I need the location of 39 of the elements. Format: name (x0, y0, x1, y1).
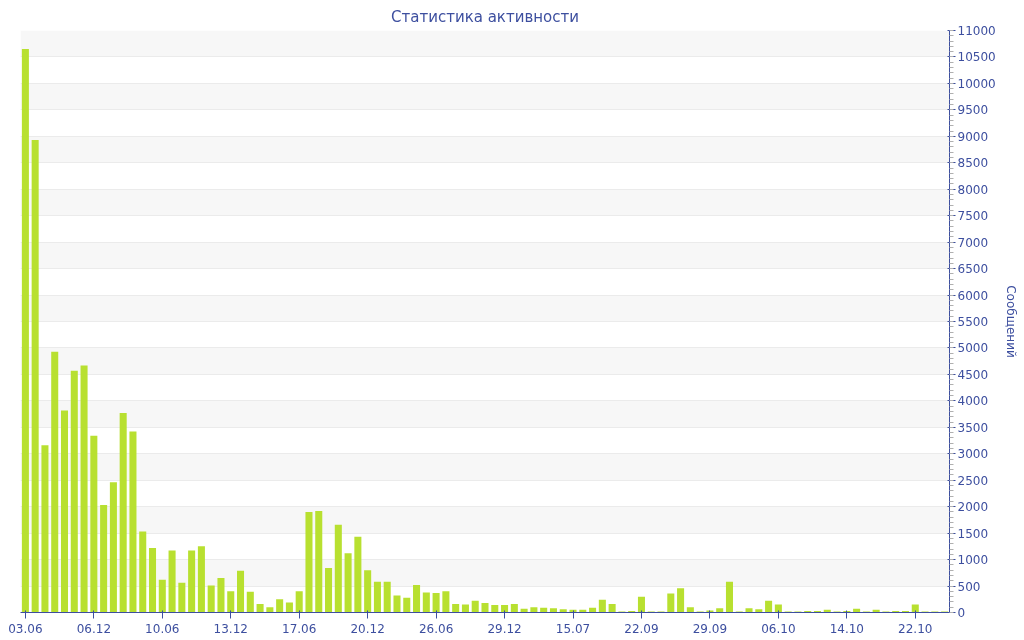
x-tick-label: 10.06 (145, 621, 180, 636)
y-tick-label: 4500 (957, 367, 989, 382)
x-tick-label: 06.12 (76, 621, 112, 636)
x-tick-label: 26.06 (418, 621, 454, 636)
y-tick-label: 6000 (957, 288, 989, 303)
y-tick-label: 7500 (957, 209, 989, 224)
y-tick-label: 500 (957, 579, 981, 594)
x-tick-label: 29.12 (487, 621, 522, 636)
y-tick-label: 5000 (957, 341, 989, 356)
x-tick-label: 06.10 (761, 621, 796, 636)
x-tick-label: 22.10 (898, 621, 933, 636)
y-tick-label: 10000 (957, 76, 996, 91)
y-tick-label: 2500 (957, 473, 989, 488)
x-tick-label: 13.12 (213, 621, 248, 636)
y-tick-label: 1000 (957, 553, 989, 568)
chart-title: Статистика активности (391, 7, 579, 26)
x-tick-label: 15.07 (555, 621, 591, 636)
y-tick-label: 6500 (957, 262, 989, 277)
y-tick-label: 3000 (957, 447, 989, 462)
x-tick-label: 22.09 (624, 621, 659, 636)
y-tick-label: 0 (957, 606, 966, 620)
y-tick-label: 10500 (957, 50, 996, 65)
y-tick-label: 11000 (957, 24, 996, 38)
y-tick-label: 9000 (957, 129, 989, 144)
y-tick-label: 2000 (957, 500, 989, 515)
y-tick-label: 8000 (957, 182, 989, 197)
x-tick-label: 03.06 (8, 621, 43, 636)
y-tick-label: 8500 (957, 156, 989, 171)
x-tick-label: 20.12 (350, 621, 385, 636)
x-tick-label: 17.06 (282, 621, 317, 636)
x-tick-label: 14.10 (829, 621, 864, 636)
y-tick-label: 4000 (957, 394, 989, 409)
y-tick-label: 3500 (957, 420, 989, 435)
y-tick-label: 5500 (957, 315, 989, 329)
y-axis-title: Сообщений (1003, 285, 1018, 358)
y-tick-label: 7000 (957, 235, 989, 250)
y-tick-label: 1500 (957, 526, 989, 541)
x-tick-label: 29.09 (692, 621, 728, 636)
y-tick-label: 9500 (957, 103, 989, 118)
